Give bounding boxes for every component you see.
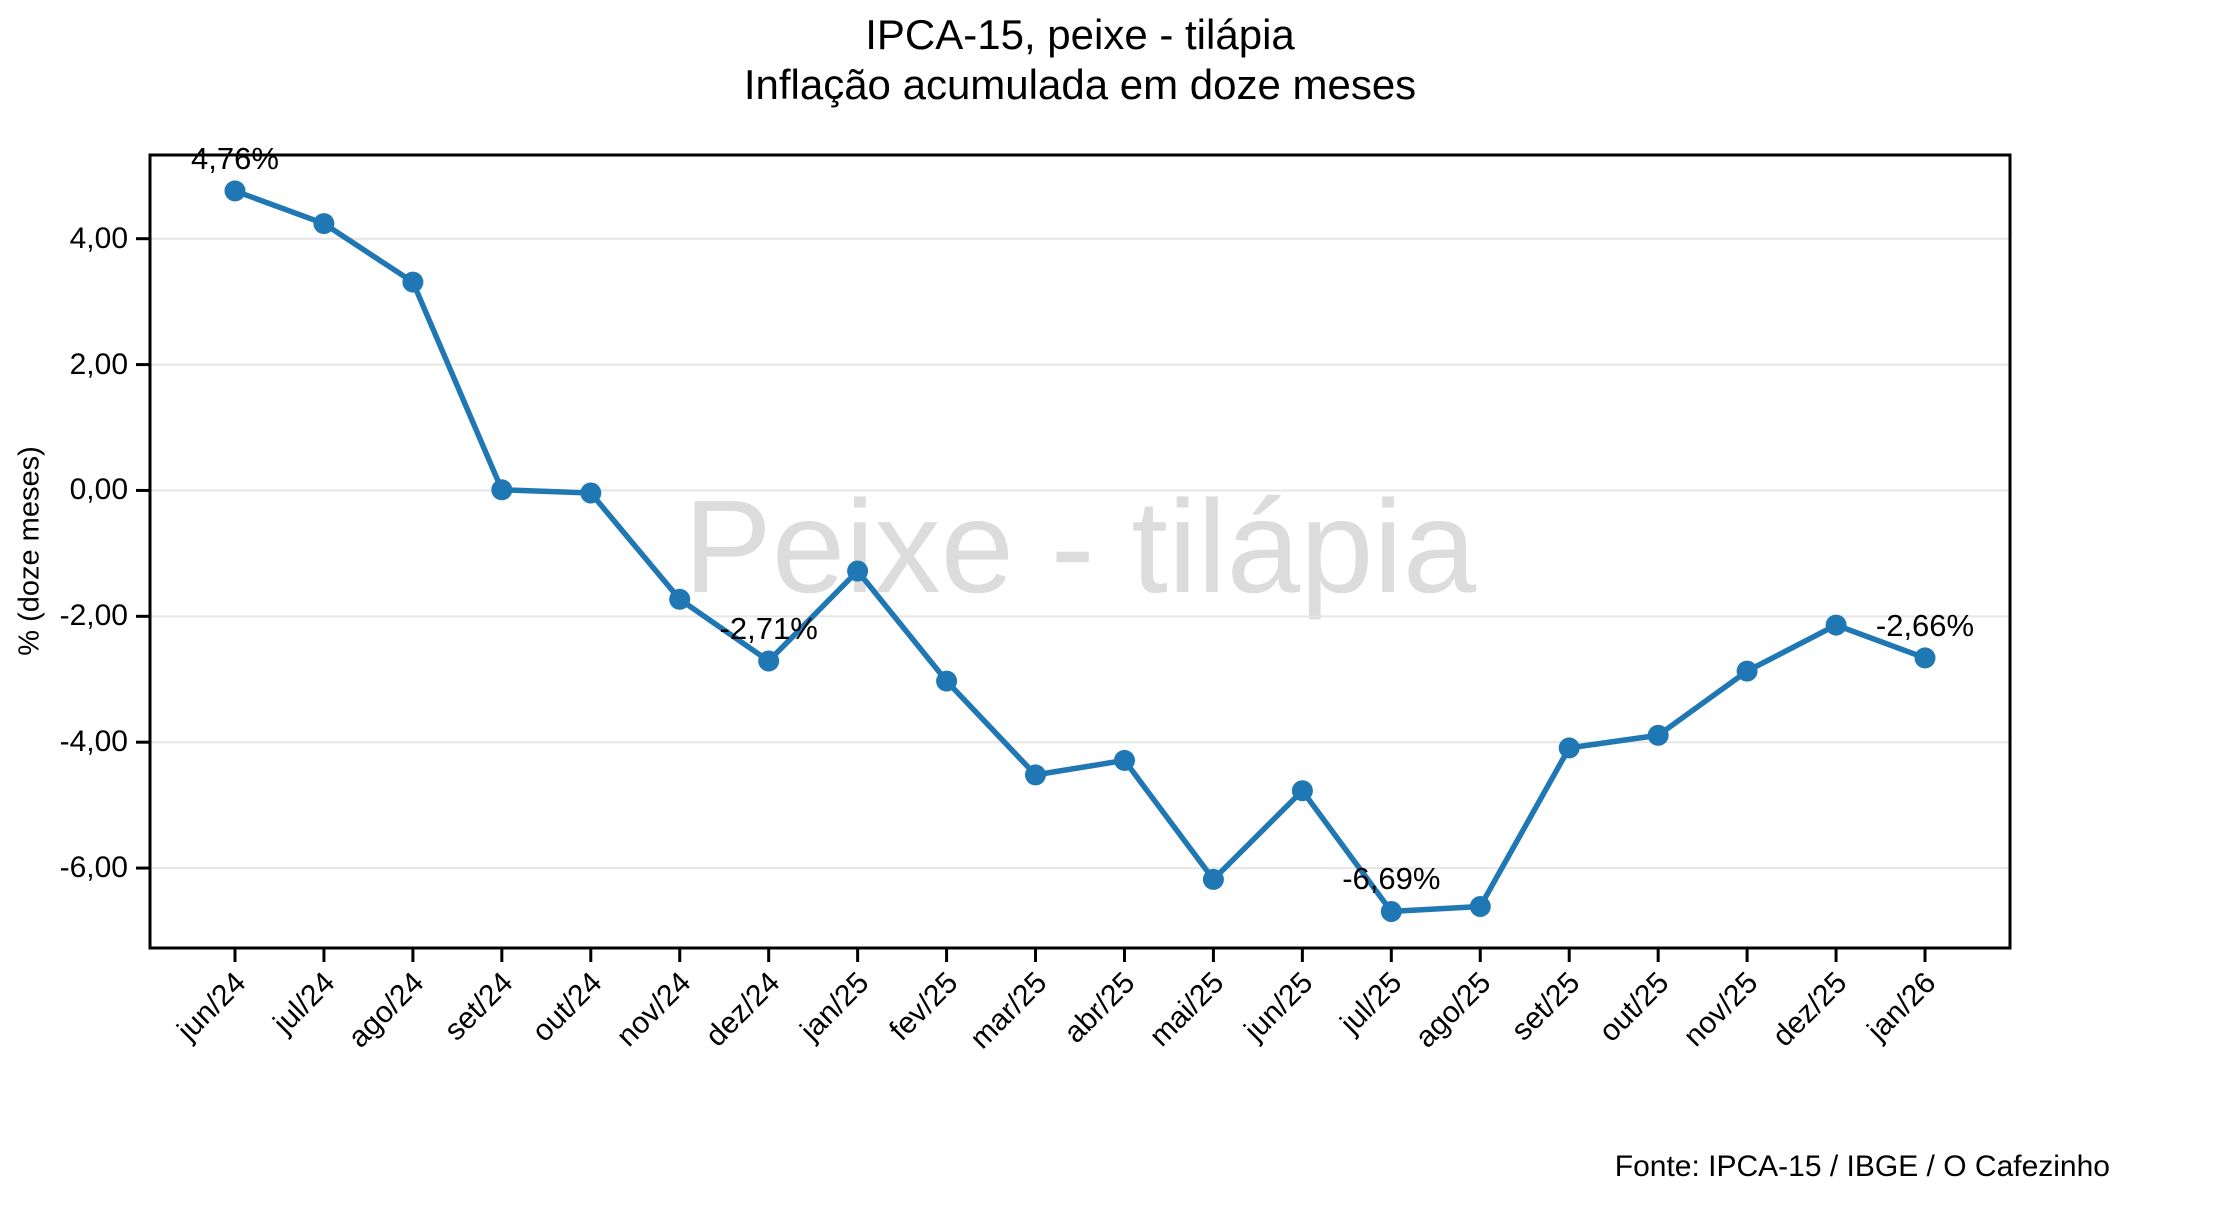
data-point (1380, 901, 1402, 922)
data-point (402, 271, 424, 293)
data-point (1202, 868, 1224, 890)
source-credit: Fonte: IPCA-15 / IBGE / O Cafezinho (1614, 1150, 2110, 1183)
data-point (1736, 660, 1758, 682)
data-point (758, 650, 780, 672)
watermark: Peixe - tilápia (684, 473, 1477, 620)
data-point (224, 180, 246, 202)
data-point (1469, 896, 1491, 917)
chart-title: IPCA-15, peixe - tilápia Inflação acumul… (0, 10, 2160, 110)
data-line (232, 188, 1928, 915)
data-point (580, 482, 602, 504)
data-point (936, 670, 958, 692)
chart-title-line1: IPCA-15, peixe - tilápia (865, 11, 1295, 58)
data-point (313, 213, 335, 235)
chart-title-line2: Inflação acumulada em doze meses (743, 61, 1417, 108)
data-point (1825, 614, 1847, 636)
data-point (1558, 737, 1580, 759)
data-point (1914, 647, 1936, 669)
data-point (1114, 749, 1135, 771)
data-point (491, 479, 513, 501)
data-point (669, 588, 691, 610)
data-point (1291, 780, 1313, 802)
plot-border (148, 153, 2012, 950)
data-point (1647, 724, 1669, 746)
data-point (1025, 764, 1046, 786)
data-point (847, 560, 869, 582)
